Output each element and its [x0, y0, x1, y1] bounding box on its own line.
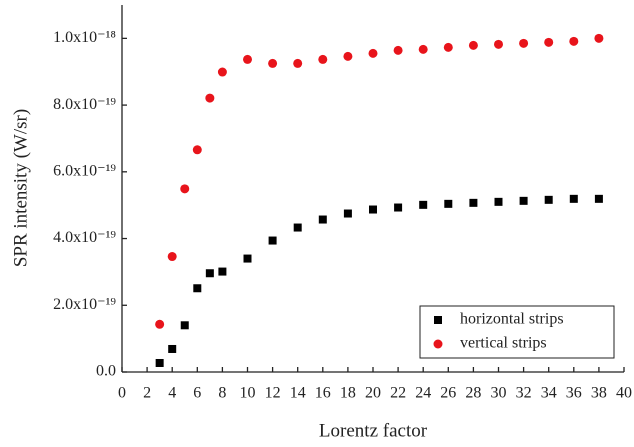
x-tick-label: 4 [168, 385, 176, 402]
data-point [318, 215, 327, 224]
data-point [569, 194, 578, 203]
x-tick-label: 26 [440, 385, 456, 402]
data-point [594, 33, 604, 43]
data-point [293, 58, 303, 68]
data-point [494, 39, 503, 49]
data-point [444, 199, 453, 208]
data-point [544, 195, 553, 204]
x-tick-label: 2 [143, 385, 151, 402]
data-point [544, 37, 554, 47]
x-tick-label: 38 [591, 385, 607, 402]
data-point [155, 319, 165, 329]
x-tick-label: 20 [365, 385, 381, 402]
data-point [268, 236, 277, 245]
x-tick-label: 8 [218, 385, 226, 402]
x-tick-label: 6 [193, 385, 201, 402]
x-tick-label: 12 [265, 385, 281, 402]
x-axis-label: Lorentz factor [319, 420, 428, 441]
data-point [343, 51, 353, 61]
data-point [419, 200, 428, 209]
x-tick-label: 34 [541, 385, 557, 402]
y-tick-label: 4.0x10⁻¹⁹ [53, 229, 116, 246]
legend-label: horizontal strips [460, 311, 564, 328]
x-tick-label: 28 [465, 385, 481, 402]
data-point [243, 54, 252, 64]
data-point [494, 197, 503, 206]
y-tick-label: 1.0x10⁻¹⁸ [53, 29, 116, 46]
data-point [205, 93, 215, 103]
x-tick-label: 22 [390, 385, 406, 402]
data-point [368, 48, 378, 58]
x-tick-label: 30 [491, 385, 507, 402]
legend-marker [433, 339, 443, 349]
data-point [243, 254, 252, 263]
data-point [205, 269, 214, 278]
data-point [155, 358, 164, 367]
x-tick-label: 32 [516, 385, 532, 402]
data-point [468, 40, 478, 50]
data-point [443, 42, 453, 52]
y-axis-label: SPR intensity (W/sr) [10, 109, 31, 267]
x-tick-label: 0 [118, 385, 126, 402]
data-point [192, 145, 202, 155]
data-point [180, 184, 190, 194]
data-point [418, 44, 428, 54]
data-point [569, 36, 579, 46]
x-tick-label: 36 [566, 385, 582, 402]
data-point [519, 196, 528, 205]
y-tick-label: 2.0x10⁻¹⁹ [53, 296, 116, 313]
data-point [180, 321, 189, 330]
data-point [193, 284, 202, 293]
data-point [594, 194, 603, 203]
data-point [268, 58, 278, 68]
data-point [218, 267, 227, 276]
x-tick-label: 10 [240, 385, 256, 402]
x-tick-label: 14 [290, 385, 306, 402]
data-point [469, 198, 478, 207]
data-point [167, 252, 177, 262]
legend-label: vertical strips [460, 335, 547, 352]
legend-marker [434, 316, 442, 324]
y-tick-label: 6.0x10⁻¹⁹ [53, 162, 116, 179]
data-point [393, 45, 403, 55]
x-tick-label: 40 [616, 385, 632, 402]
y-tick-label: 0.0 [96, 363, 116, 380]
data-point [369, 205, 377, 214]
data-point [343, 209, 352, 218]
data-point [318, 54, 328, 64]
x-tick-label: 24 [415, 385, 431, 402]
data-point [519, 38, 529, 48]
y-tick-label: 8.0x10⁻¹⁹ [53, 96, 116, 113]
data-point [217, 67, 227, 77]
x-tick-label: 16 [315, 385, 331, 402]
x-tick-label: 18 [340, 385, 356, 402]
data-point [293, 223, 302, 232]
data-point [394, 203, 403, 212]
data-point [168, 344, 177, 353]
legend-box [419, 305, 615, 359]
